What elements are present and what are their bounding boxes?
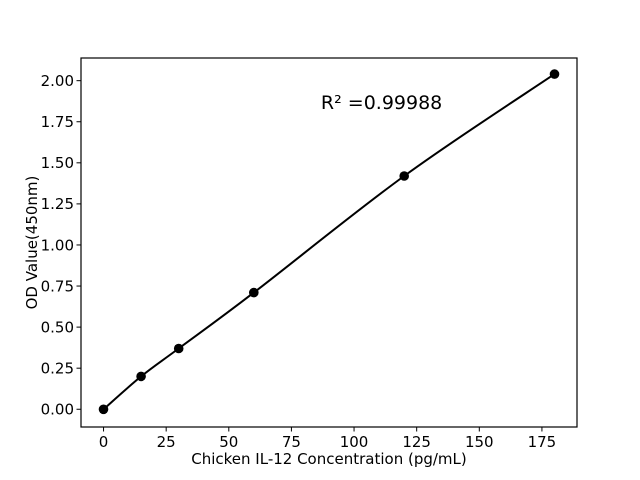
y-tick-label: 0.00 <box>41 401 74 419</box>
x-tick-label: 125 <box>402 433 431 451</box>
y-tick-label: 1.50 <box>41 154 74 172</box>
x-tick-label: 25 <box>157 433 176 451</box>
x-tick-label: 100 <box>340 433 369 451</box>
data-point-marker <box>549 69 560 79</box>
y-tick-label: 1.75 <box>41 113 74 131</box>
plot-border <box>80 57 578 428</box>
data-point-marker <box>399 171 410 181</box>
plot-area <box>81 58 577 427</box>
x-tick-label: 0 <box>99 433 109 451</box>
y-tick-label: 1.00 <box>41 236 74 254</box>
x-tick-label: 75 <box>282 433 301 451</box>
y-tick-label: 2.00 <box>41 72 74 90</box>
x-axis-label: Chicken IL-12 Concentration (pg/mL) <box>191 450 467 468</box>
data-point-marker <box>173 343 184 354</box>
y-tick-label: 0.75 <box>41 277 74 295</box>
x-tick-label: 150 <box>465 433 494 451</box>
y-axis-label: OD Value(450nm) <box>23 176 41 310</box>
y-tick-label: 0.25 <box>41 359 74 377</box>
y-tick-label: 1.25 <box>41 195 74 213</box>
x-tick-label: 175 <box>528 433 557 451</box>
y-tick-label: 0.50 <box>41 318 74 336</box>
data-point-marker <box>249 287 259 298</box>
data-point-marker <box>98 404 109 415</box>
r-squared-annotation: R² =0.99988 <box>321 92 442 114</box>
data-point-marker <box>136 371 146 382</box>
x-tick-label: 50 <box>219 433 238 451</box>
